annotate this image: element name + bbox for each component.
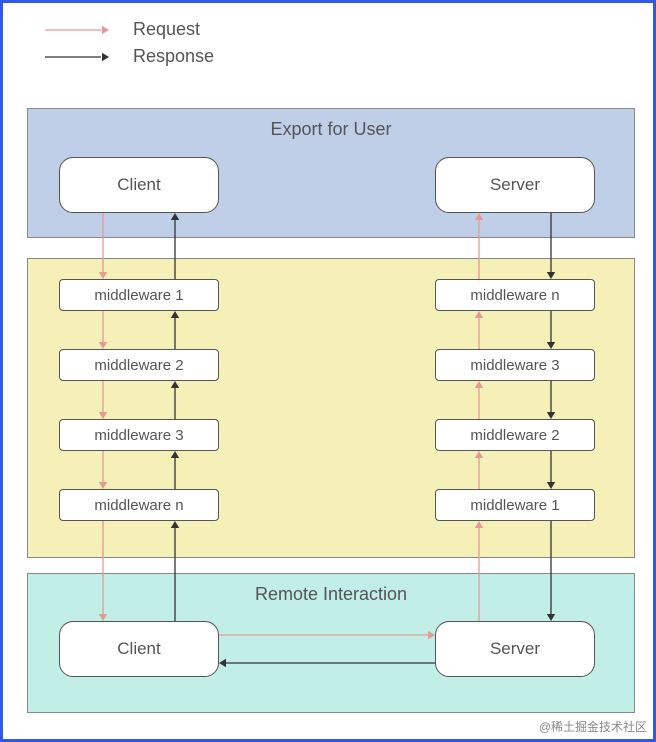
legend-label-request: Request [133,19,200,40]
node-client-mwn: middleware n [59,489,219,521]
legend-arrow-response [43,47,113,67]
node-server-top: Server [435,157,595,213]
legend-row-request: Request [43,19,214,40]
section-title-export: Export for User [270,119,391,140]
node-server-bottom: Server [435,621,595,677]
node-server-mw1: middleware 1 [435,489,595,521]
node-server-mw2: middleware 2 [435,419,595,451]
legend-arrow-request [43,20,113,40]
node-server-mw3: middleware 3 [435,349,595,381]
diagram-canvas: Request Response Export for User Remote … [0,0,656,742]
section-title-remote: Remote Interaction [255,584,407,605]
node-client-mw3: middleware 3 [59,419,219,451]
node-client-mw2: middleware 2 [59,349,219,381]
watermark: @稀土掘金技术社区 [539,718,647,735]
legend-label-response: Response [133,46,214,67]
node-client-top: Client [59,157,219,213]
node-server-mwn: middleware n [435,279,595,311]
legend: Request Response [43,19,214,73]
node-client-mw1: middleware 1 [59,279,219,311]
node-client-bottom: Client [59,621,219,677]
legend-row-response: Response [43,46,214,67]
